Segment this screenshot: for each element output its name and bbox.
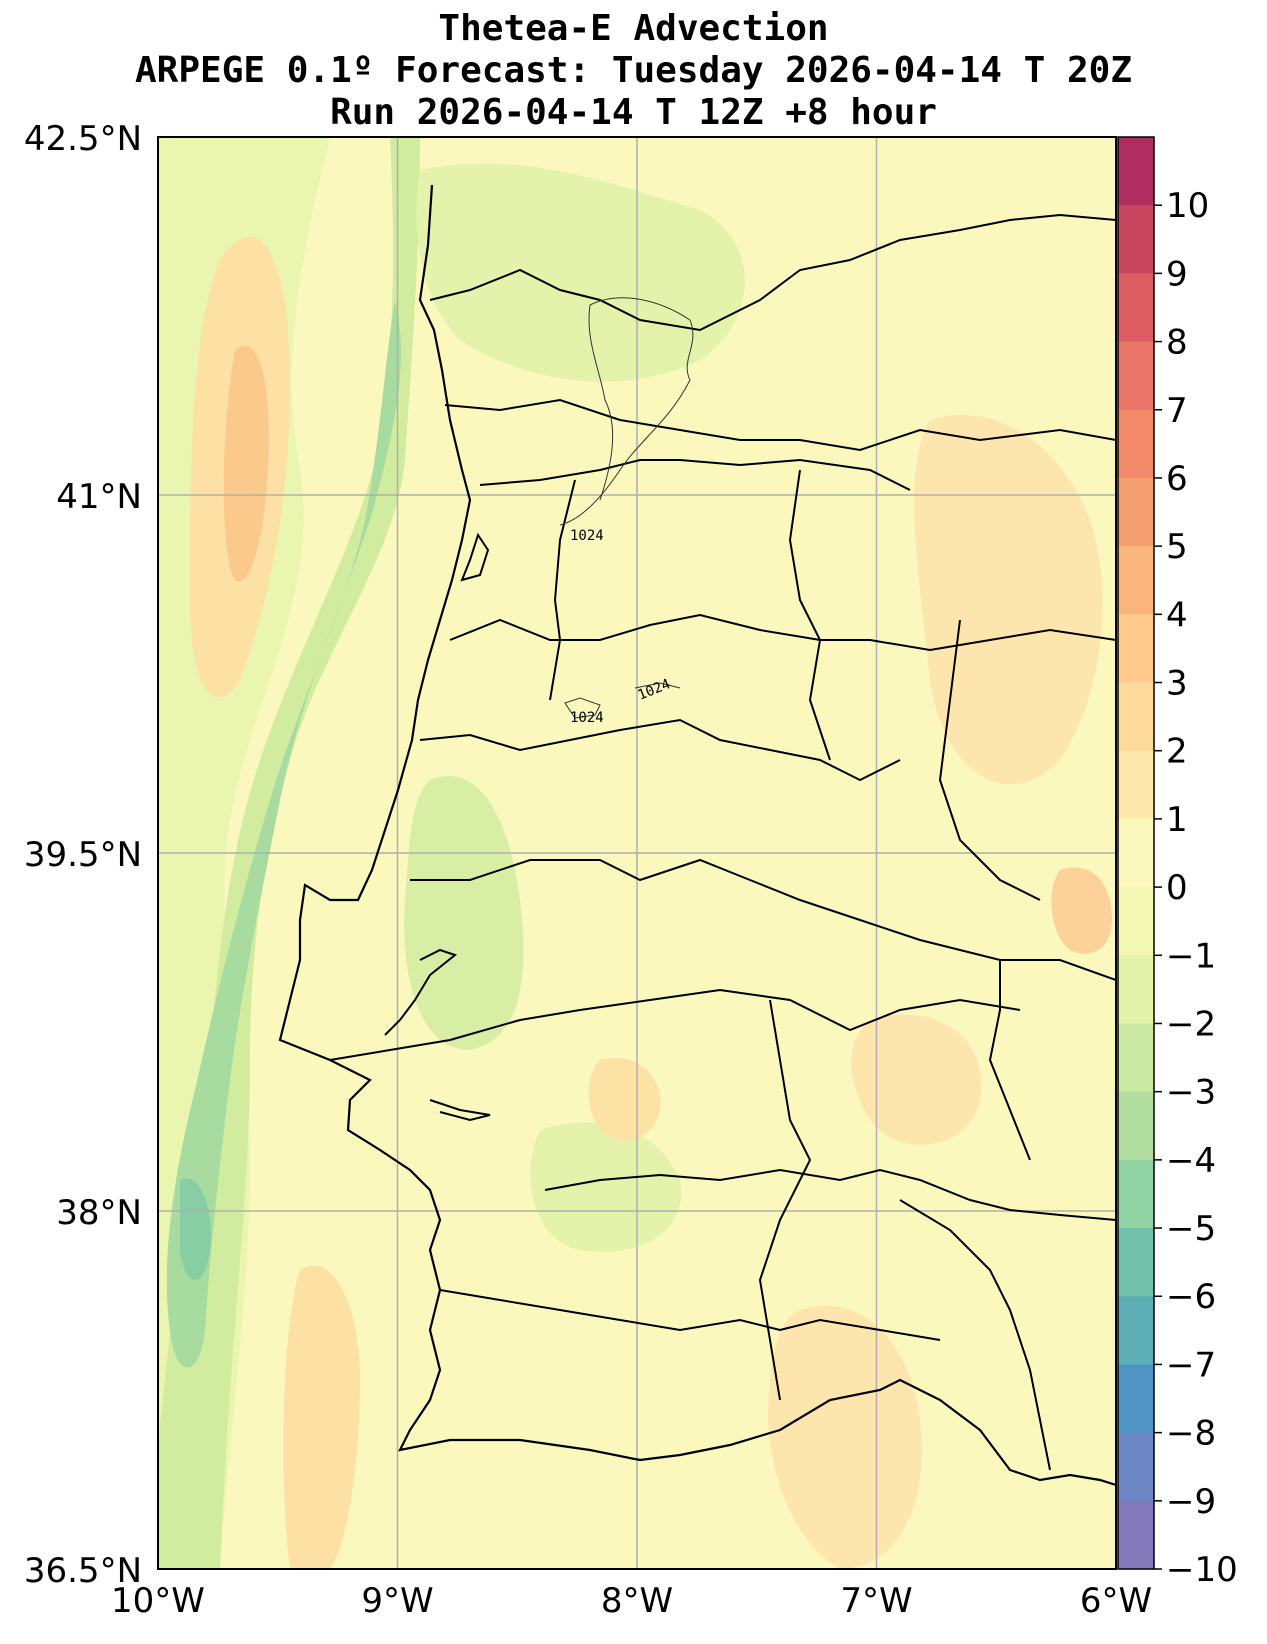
colorbar-swatch [1118, 137, 1154, 206]
tagus-estuary [384, 948, 458, 1036]
colorbar-swatch [1118, 614, 1154, 684]
land-warm-patch-south [768, 1305, 922, 1569]
lon-tick-label: 8°W [601, 1581, 673, 1621]
colorbar-tick-label: 0 [1166, 868, 1188, 908]
lon-tick-label: 10°W [111, 1581, 205, 1621]
title-line-2: ARPEGE 0.1º Forecast: Tuesday 2026-04-14… [135, 50, 1132, 91]
coastline [278, 184, 1116, 1487]
colorbar-tick-label: −9 [1166, 1482, 1216, 1522]
lat-tick-label: 39.5°N [24, 835, 142, 875]
colorbar-swatch [1118, 955, 1154, 1024]
lon-tick-label: 9°W [361, 1581, 433, 1621]
colorbar-tick-label: 5 [1166, 527, 1188, 567]
colorbar-tick-label: 3 [1166, 664, 1188, 704]
lon-tick-labels: 10°W 9°W 8°W 7°W 6°W [111, 1581, 1152, 1621]
colorbar-swatch [1118, 682, 1154, 752]
ocean-patch-teal-south [180, 1178, 211, 1280]
land-cool-patch-center [404, 776, 524, 1050]
land-warm-patch-east [914, 414, 1103, 785]
colorbar-tick-label: 8 [1166, 323, 1188, 363]
colorbar-tick-label: −10 [1166, 1550, 1238, 1590]
isobar-label-2: 1024 [570, 710, 604, 726]
colorbar-tick-label: −3 [1166, 1073, 1216, 1113]
colorbar-tick-label: −1 [1166, 936, 1216, 976]
colorbar-tick-label: −5 [1166, 1209, 1216, 1249]
colorbar-swatch [1118, 1364, 1154, 1434]
aveiro-lagoon [460, 532, 490, 582]
lat-tick-label: 42.5°N [24, 119, 142, 159]
colorbar-swatch [1118, 1228, 1154, 1297]
colorbar-swatch [1118, 1023, 1154, 1093]
land-warm-patch-central [588, 1058, 661, 1141]
colorbar-tick-label: 4 [1166, 595, 1188, 635]
colorbar-tick-label: −2 [1166, 1004, 1216, 1044]
land-cool-patch-north [416, 163, 745, 382]
title-line-3: Run 2026-04-14 T 12Z +8 hour [330, 92, 937, 133]
title-line-1: Thetea-E Advection [438, 8, 829, 49]
colorbar-tick-label: 6 [1166, 459, 1188, 499]
colorbar-swatch [1118, 273, 1154, 343]
map-frame [157, 136, 1117, 1570]
isobar-contours [559, 297, 694, 719]
district-boundaries [329, 213, 1116, 1471]
colorbar-swatch [1118, 1432, 1154, 1502]
lat-tick-label: 36.5°N [24, 1551, 142, 1591]
colorbar-tick-label: 7 [1166, 391, 1188, 431]
colorbar-swatch [1118, 887, 1154, 956]
colorbar-swatch [1118, 546, 1154, 615]
land-warm-patch-east-core [1051, 867, 1112, 954]
colorbar-swatch [1118, 205, 1154, 274]
lat-tick-labels: 42.5°N 41°N 39.5°N 38°N 36.5°N [24, 119, 142, 1591]
colorbar-swatch [1118, 409, 1154, 479]
isobar-label-1: 1024 [570, 528, 604, 544]
colorbar-swatch [1118, 341, 1154, 411]
colorbar-swatch [1118, 1500, 1154, 1570]
colorbar-tick-label: 2 [1166, 732, 1188, 772]
lat-tick-label: 38°N [56, 1193, 142, 1233]
ocean-band-teal [166, 300, 401, 1368]
colorbar-tick-label: −8 [1166, 1414, 1216, 1454]
lat-tick-label: 41°N [56, 477, 142, 517]
colorbar-frame [1117, 136, 1155, 1570]
colorbar-swatch [1118, 818, 1154, 888]
colorbar-tick-label: 1 [1166, 800, 1188, 840]
colorbar-swatch [1118, 1091, 1154, 1161]
land-warm-patch-southeast [851, 1014, 982, 1145]
colorbar-tick-label: −4 [1166, 1141, 1216, 1181]
ocean-band-orange-core [223, 346, 269, 582]
colorbar-tick-label: 10 [1166, 186, 1209, 226]
colorbar-tick-label: −6 [1166, 1277, 1216, 1317]
lon-tick-label: 6°W [1080, 1581, 1152, 1621]
colorbar-swatch [1118, 750, 1154, 820]
colorbar-tick-label: −7 [1166, 1345, 1216, 1385]
map-area: 1024 1024 1024 [158, 137, 1116, 1569]
ocean-band-orange-south [283, 1265, 360, 1569]
land-cool-patch-south [530, 1122, 682, 1252]
colorbar-swatch [1118, 477, 1154, 547]
lon-tick-label: 7°W [840, 1581, 912, 1621]
colorbar-swatch [1118, 1159, 1154, 1229]
map-title: Thetea-E Advection ARPEGE 0.1º Forecast:… [0, 8, 1267, 134]
colorbar-tick-label: 9 [1166, 254, 1188, 294]
colorbar-swatch [1118, 1296, 1154, 1365]
sado-estuary [429, 1099, 491, 1122]
